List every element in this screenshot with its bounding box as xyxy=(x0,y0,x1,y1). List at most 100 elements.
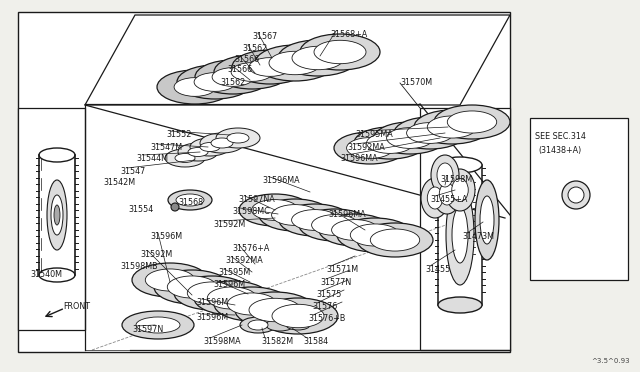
Text: 31592M: 31592M xyxy=(140,250,172,259)
Ellipse shape xyxy=(421,178,449,218)
Ellipse shape xyxy=(207,287,257,309)
Text: 31577N: 31577N xyxy=(320,278,351,287)
Polygon shape xyxy=(85,15,510,105)
Bar xyxy=(530,118,628,280)
Ellipse shape xyxy=(337,218,413,252)
Text: FRONT: FRONT xyxy=(63,302,90,311)
Ellipse shape xyxy=(239,194,311,226)
Text: SEE SEC.314: SEE SEC.314 xyxy=(535,132,586,141)
Text: (31438+A): (31438+A) xyxy=(538,146,581,155)
Ellipse shape xyxy=(188,148,208,157)
Ellipse shape xyxy=(227,133,249,143)
Ellipse shape xyxy=(312,215,358,235)
Ellipse shape xyxy=(235,292,315,328)
Ellipse shape xyxy=(200,133,244,153)
Ellipse shape xyxy=(445,169,475,211)
Ellipse shape xyxy=(371,229,420,251)
Text: 31554: 31554 xyxy=(128,205,153,214)
Ellipse shape xyxy=(279,204,351,236)
Ellipse shape xyxy=(232,50,308,84)
Ellipse shape xyxy=(214,287,290,321)
Text: ^3.5^0.93: ^3.5^0.93 xyxy=(591,358,630,364)
Text: 31595M: 31595M xyxy=(218,268,250,277)
Ellipse shape xyxy=(374,122,446,154)
Text: 31592MA: 31592MA xyxy=(225,256,263,265)
Text: 31596M: 31596M xyxy=(196,298,228,307)
Ellipse shape xyxy=(249,58,291,76)
Ellipse shape xyxy=(136,317,180,333)
Text: 31576+B: 31576+B xyxy=(308,314,346,323)
Ellipse shape xyxy=(122,311,194,339)
Ellipse shape xyxy=(434,105,510,139)
Text: 31570M: 31570M xyxy=(400,78,432,87)
Text: 31571M: 31571M xyxy=(326,265,358,274)
Text: 31473M: 31473M xyxy=(462,232,494,241)
Ellipse shape xyxy=(252,200,298,220)
Text: 31598MC: 31598MC xyxy=(232,207,269,216)
Ellipse shape xyxy=(47,180,67,250)
Text: 31576: 31576 xyxy=(312,302,337,311)
Ellipse shape xyxy=(227,293,276,315)
Ellipse shape xyxy=(334,132,406,164)
Ellipse shape xyxy=(188,282,237,304)
Text: 31547: 31547 xyxy=(120,167,145,176)
Text: 31562: 31562 xyxy=(242,44,268,53)
Ellipse shape xyxy=(214,55,290,89)
Text: 31567: 31567 xyxy=(252,32,277,41)
Text: 31566: 31566 xyxy=(234,55,259,64)
Ellipse shape xyxy=(278,40,358,76)
Ellipse shape xyxy=(286,320,310,330)
Ellipse shape xyxy=(438,157,482,173)
Ellipse shape xyxy=(255,45,335,81)
Text: 31455: 31455 xyxy=(425,265,451,274)
Text: 31547M: 31547M xyxy=(150,143,182,152)
Ellipse shape xyxy=(357,223,433,257)
Ellipse shape xyxy=(562,181,590,209)
Ellipse shape xyxy=(428,116,477,138)
Text: 31584: 31584 xyxy=(303,337,328,346)
Text: 31598M: 31598M xyxy=(440,175,472,184)
Ellipse shape xyxy=(132,263,208,297)
Bar xyxy=(420,108,510,350)
Ellipse shape xyxy=(347,138,394,158)
Bar xyxy=(18,12,510,352)
Ellipse shape xyxy=(568,187,584,203)
Ellipse shape xyxy=(174,276,250,310)
Ellipse shape xyxy=(174,78,216,96)
Text: 31598MB: 31598MB xyxy=(120,262,157,271)
Ellipse shape xyxy=(446,185,474,285)
Text: 31597NA: 31597NA xyxy=(238,195,275,204)
Text: 31598MA: 31598MA xyxy=(203,337,241,346)
Ellipse shape xyxy=(240,317,276,333)
Ellipse shape xyxy=(272,304,324,328)
Ellipse shape xyxy=(175,154,195,163)
Ellipse shape xyxy=(438,297,482,313)
Ellipse shape xyxy=(387,128,433,148)
Ellipse shape xyxy=(258,298,338,334)
Ellipse shape xyxy=(300,34,380,70)
Ellipse shape xyxy=(475,180,499,260)
Ellipse shape xyxy=(266,319,294,331)
Text: 31596MA: 31596MA xyxy=(340,154,378,163)
Ellipse shape xyxy=(39,148,75,162)
Ellipse shape xyxy=(259,199,331,231)
Text: 31575: 31575 xyxy=(316,290,341,299)
Ellipse shape xyxy=(350,224,400,246)
Ellipse shape xyxy=(177,65,253,99)
Text: 31582M: 31582M xyxy=(261,337,293,346)
Text: 31544M: 31544M xyxy=(136,154,168,163)
Bar xyxy=(18,108,85,330)
Ellipse shape xyxy=(452,207,468,263)
Text: 31597N: 31597N xyxy=(132,325,163,334)
Text: 31596MA: 31596MA xyxy=(262,176,300,185)
Ellipse shape xyxy=(314,40,366,64)
Text: 31596MA: 31596MA xyxy=(328,210,365,219)
Ellipse shape xyxy=(406,123,453,143)
Text: 31592MA: 31592MA xyxy=(347,143,385,152)
Ellipse shape xyxy=(157,70,233,104)
Ellipse shape xyxy=(51,195,63,235)
Ellipse shape xyxy=(145,269,195,291)
Ellipse shape xyxy=(195,60,271,94)
Text: 31540M: 31540M xyxy=(30,270,62,279)
Ellipse shape xyxy=(292,46,344,70)
